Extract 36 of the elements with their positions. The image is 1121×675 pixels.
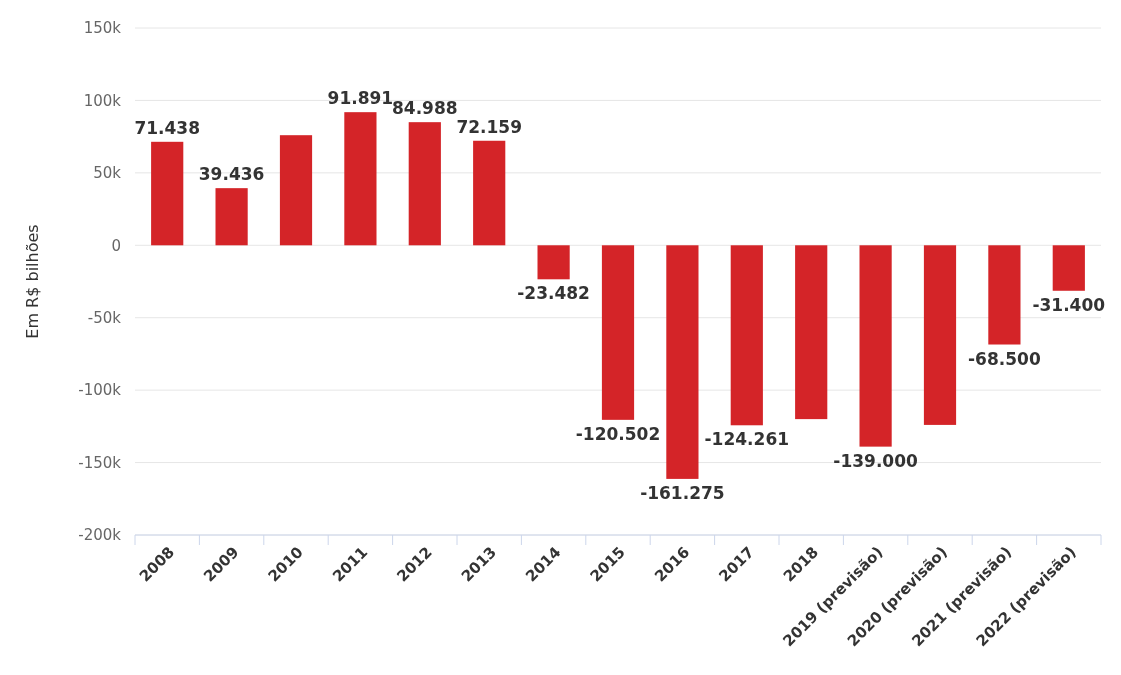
data-label: -68.500	[968, 348, 1041, 369]
bar	[988, 245, 1021, 345]
bar	[1052, 245, 1085, 291]
data-label: -161.275	[640, 482, 725, 503]
data-label: -139.000	[833, 450, 919, 471]
y-tick-label: 150k	[83, 19, 122, 38]
bar	[730, 245, 763, 426]
bar	[215, 188, 248, 246]
bar	[473, 140, 506, 246]
y-tick-label: 100k	[83, 91, 122, 110]
y-tick-label: -100k	[78, 381, 122, 400]
bar	[859, 245, 892, 447]
bar	[666, 245, 699, 479]
bar	[601, 245, 635, 420]
y-tick-label: -50k	[87, 308, 122, 327]
data-label: -23.482	[517, 283, 590, 304]
data-label: 84.988	[392, 98, 458, 119]
data-label: 71.438	[134, 117, 200, 138]
y-tick-label: -200k	[78, 526, 122, 545]
bar	[795, 245, 828, 420]
y-tick-label: 50k	[93, 164, 122, 183]
data-label: 72.159	[456, 116, 522, 137]
bar	[537, 245, 570, 280]
data-label: -120.502	[575, 423, 661, 444]
y-tick-label: 0	[111, 236, 121, 255]
bar	[408, 122, 441, 246]
bar	[151, 141, 184, 246]
data-label: 39.436	[198, 164, 265, 185]
data-label: -31.400	[1032, 294, 1106, 315]
bar	[923, 245, 957, 425]
bar	[279, 135, 313, 246]
y-axis-title: Em R$ bilhões	[23, 224, 42, 339]
bar	[344, 112, 377, 246]
y-tick-label: -150k	[78, 453, 122, 472]
data-label: 91.891	[327, 88, 394, 109]
data-label: -124.261	[704, 429, 790, 450]
